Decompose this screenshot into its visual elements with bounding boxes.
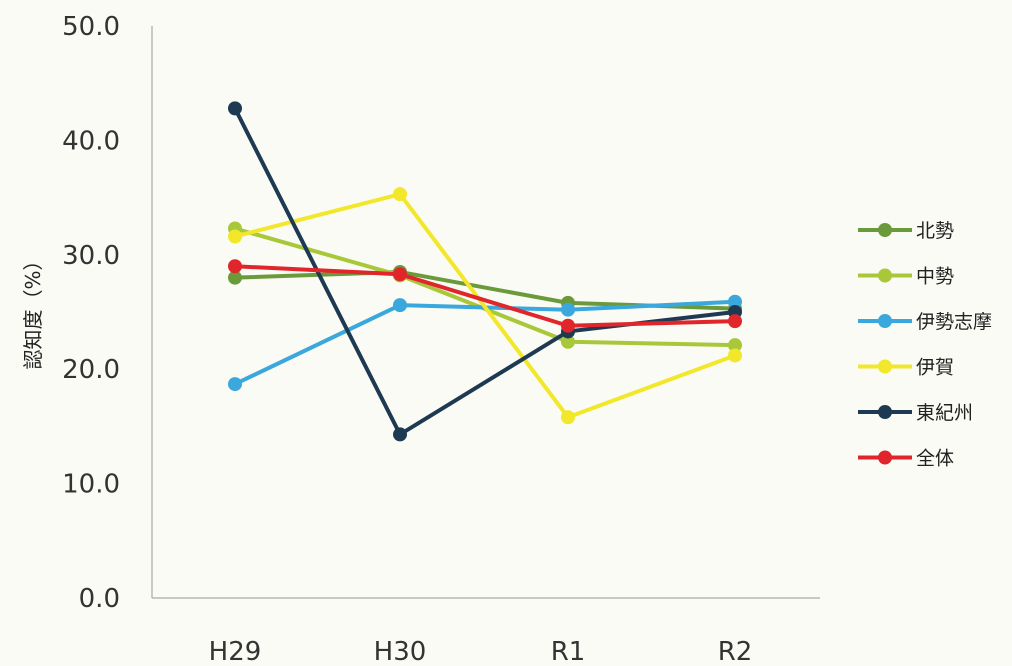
legend-item: 北勢 bbox=[858, 220, 954, 242]
legend-label: 伊勢志摩 bbox=[916, 311, 992, 333]
legend-label: 東紀州 bbox=[916, 402, 973, 424]
y-tick-label: 50.0 bbox=[62, 12, 120, 42]
x-tick-label: R1 bbox=[551, 637, 586, 666]
axes bbox=[151, 26, 820, 599]
series-全体 bbox=[228, 259, 742, 333]
series-lines bbox=[228, 101, 742, 442]
data-point bbox=[228, 229, 242, 244]
data-point bbox=[228, 270, 242, 285]
x-tick-labels: H29 H30 R1 R2 bbox=[209, 637, 753, 666]
y-tick-label: 40.0 bbox=[62, 126, 120, 156]
legend-marker bbox=[878, 268, 892, 283]
data-point bbox=[728, 294, 742, 309]
data-point bbox=[393, 267, 407, 282]
data-point bbox=[561, 318, 575, 333]
legend-marker bbox=[878, 359, 892, 374]
y-tick-label: 0.0 bbox=[79, 584, 120, 614]
series-line bbox=[234, 269, 736, 311]
y-axis-label: 認知度（%） bbox=[21, 250, 45, 369]
series-line bbox=[234, 264, 736, 328]
y-tick-label: 30.0 bbox=[62, 241, 120, 271]
data-point bbox=[228, 101, 242, 116]
legend-label: 伊賀 bbox=[916, 357, 954, 379]
legend-marker bbox=[878, 223, 892, 237]
data-point bbox=[561, 410, 575, 425]
legend-item: 伊勢志摩 bbox=[858, 311, 992, 333]
data-point bbox=[728, 348, 742, 363]
legend-marker bbox=[878, 450, 892, 465]
y-tick-label: 20.0 bbox=[62, 355, 120, 385]
x-tick-label: H30 bbox=[374, 637, 427, 666]
x-tick-label: R2 bbox=[718, 637, 753, 666]
data-point bbox=[561, 334, 575, 349]
legend-item: 東紀州 bbox=[858, 402, 973, 424]
legend-label: 中勢 bbox=[916, 266, 954, 288]
y-tick-label: 10.0 bbox=[62, 470, 120, 500]
series-伊賀 bbox=[228, 187, 742, 425]
data-point bbox=[228, 377, 242, 392]
data-point bbox=[228, 259, 242, 274]
series-line bbox=[234, 192, 736, 420]
legend-item: 全体 bbox=[858, 448, 954, 470]
legend-label: 北勢 bbox=[916, 220, 954, 242]
data-point bbox=[728, 314, 742, 329]
data-point bbox=[393, 427, 407, 442]
data-point bbox=[393, 187, 407, 202]
legend-item: 中勢 bbox=[858, 266, 954, 288]
x-tick-label: H29 bbox=[209, 637, 262, 666]
legend-marker bbox=[878, 314, 892, 328]
legend-marker bbox=[878, 405, 892, 419]
data-point bbox=[728, 338, 742, 353]
legend-label: 全体 bbox=[916, 448, 954, 470]
data-point bbox=[561, 302, 575, 317]
y-tick-labels: 0.0 10.0 20.0 30.0 40.0 50.0 bbox=[62, 12, 120, 614]
legend-item: 伊賀 bbox=[858, 357, 954, 379]
data-point bbox=[393, 298, 407, 313]
